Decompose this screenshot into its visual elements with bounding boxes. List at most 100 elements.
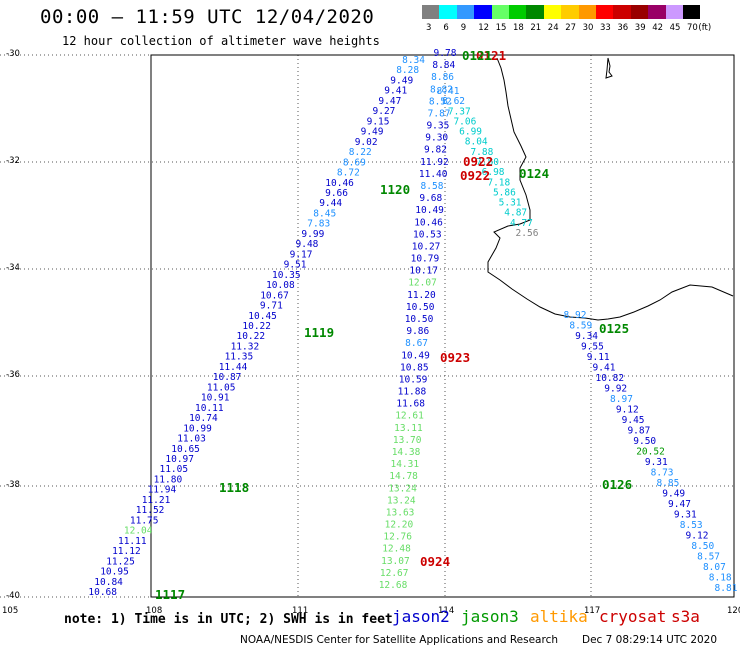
wave-height-value: 9.41 [593, 363, 616, 374]
wave-height-value: 12.20 [385, 520, 414, 531]
longitude-label: 114 [438, 606, 455, 616]
legend-label: 33 [600, 23, 611, 33]
wave-height-value: 9.78 [434, 48, 457, 59]
wave-height-value: 9.31 [674, 510, 697, 521]
longitude-label: 105 [2, 606, 19, 616]
legend-label: 36 [617, 23, 629, 33]
wave-height-value: 7.18 [487, 177, 510, 188]
wave-height-value: 8.58 [421, 181, 444, 192]
wave-height-value: 7.87 [428, 109, 451, 120]
wave-height-value: 5.86 [493, 187, 516, 198]
wave-height-value: 9.45 [622, 415, 645, 426]
wave-height-value: 7.06 [453, 116, 476, 127]
wave-height-value: 8.53 [680, 520, 703, 531]
wave-height-value: 11.20 [407, 290, 436, 301]
wave-height-value: 7.37 [448, 106, 471, 117]
wave-height-value: 7.83 [307, 219, 330, 230]
footer-note: note: 1) Time is in UTC; 2) SWH is in fe… [64, 612, 393, 627]
legend-label: 18 [513, 23, 524, 33]
legend-label: 24 [547, 23, 559, 33]
wave-height-value: 8.50 [691, 541, 714, 552]
wave-height-value: 14.78 [389, 471, 418, 482]
wave-height-value: 10.27 [412, 242, 441, 253]
wave-height-value: 9.49 [390, 76, 413, 87]
wave-height-value: 9.34 [575, 331, 598, 342]
wave-height-value: 9.44 [319, 198, 342, 209]
pass-time-label: 0126 [602, 477, 632, 492]
latitude-label: -40 [6, 591, 20, 601]
legend-swatch [491, 5, 509, 19]
legend-label: 6 [443, 23, 449, 33]
wave-height-value: 11.03 [177, 434, 206, 445]
wave-height-value: 11.80 [154, 475, 183, 486]
wave-height-value: 10.65 [171, 444, 200, 455]
wave-height-value: 9.15 [367, 116, 390, 127]
pass-time-label: 0922 [460, 168, 490, 183]
wave-height-value: 11.21 [142, 495, 171, 506]
legend-label: 3 [426, 23, 432, 33]
wave-height-value: 9.12 [686, 531, 709, 542]
wave-height-value: 8.69 [343, 157, 366, 168]
wave-height-value: 8.28 [396, 65, 419, 76]
wave-height-value: 8.85 [656, 478, 679, 489]
wave-height-value: 8.82 [430, 84, 453, 95]
legend-swatch [648, 5, 666, 19]
wave-height-value: 10.49 [401, 350, 430, 361]
island-outline [605, 57, 613, 79]
legend-swatch [543, 5, 562, 19]
wave-height-value: 9.49 [662, 489, 685, 500]
wave-height-value: 8.22 [349, 147, 372, 158]
legend-swatch [439, 5, 457, 19]
wave-height-value: 12.61 [395, 411, 424, 422]
wave-height-value: 9.66 [325, 188, 348, 199]
wave-height-value: 9.68 [419, 193, 442, 204]
wave-height-value: 14.31 [390, 459, 419, 470]
wave-height-value: 13.07 [381, 556, 410, 567]
wave-height-value: 11.32 [231, 342, 260, 353]
wave-height-value: 11.25 [106, 556, 135, 567]
wave-height-value: 9.86 [406, 326, 429, 337]
legend-label: 30 [582, 23, 594, 33]
wave-height-value: 10.97 [165, 454, 194, 465]
wave-height-value: 13.70 [393, 435, 422, 446]
wave-height-value: 11.88 [398, 387, 427, 398]
wave-height-value: 13.24 [388, 483, 417, 494]
wave-height-value: 12.76 [383, 532, 412, 543]
latitude-label: -36 [6, 370, 20, 380]
legend-label: 39 [634, 23, 646, 33]
wave-height-value: 10.50 [406, 302, 435, 313]
wave-height-value: 13.11 [394, 423, 423, 434]
wave-height-value: 10.17 [409, 266, 438, 277]
wave-height-value: 8.62 [442, 96, 465, 107]
pass-time-label: 0121 [462, 48, 492, 63]
wave-height-value: 11.94 [148, 485, 177, 496]
wave-height-value: 12.68 [379, 580, 408, 591]
wave-height-value: 9.99 [301, 229, 324, 240]
latitude-label: -30 [6, 49, 20, 59]
wave-height-value: 11.11 [118, 536, 147, 547]
wave-height-value: 9.31 [645, 457, 668, 468]
longitude-label: 108 [146, 606, 163, 616]
wave-height-value: 6.99 [459, 127, 482, 138]
wave-height-value: 10.67 [260, 290, 289, 301]
wave-height-value: 4.77 [510, 218, 533, 229]
legend-label: 21 [530, 23, 542, 33]
wave-height-value: 8.59 [569, 321, 592, 332]
wave-height-value: 9.02 [355, 137, 378, 148]
wave-height-value: 13.24 [387, 495, 416, 506]
wave-height-value: 8.52 [429, 96, 452, 107]
longitude-label: 111 [292, 606, 309, 616]
wave-height-value: 10.87 [213, 372, 242, 383]
wave-height-value: 8.72 [337, 168, 360, 179]
wave-height-value: 10.79 [411, 254, 440, 265]
wave-height-value: 8.04 [465, 137, 488, 148]
wave-height-value: 10.46 [414, 217, 443, 228]
wave-height-value: 8.92 [564, 310, 587, 321]
legend-label: 12 [478, 23, 490, 33]
satellite-name: s3a [671, 607, 700, 626]
wave-height-value: 9.55 [581, 342, 604, 353]
wave-height-value: 9.49 [361, 127, 384, 138]
legend-label: 27 [565, 23, 577, 33]
wave-height-value: 11.40 [419, 169, 448, 180]
latitude-label: -34 [6, 263, 20, 273]
